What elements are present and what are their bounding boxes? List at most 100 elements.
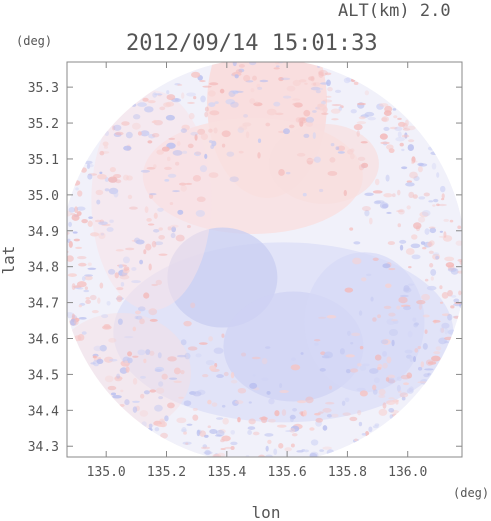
speckle-cell — [289, 428, 296, 433]
speckle-cell — [180, 339, 187, 346]
speckle-cell — [405, 182, 415, 187]
speckle-cell — [216, 374, 224, 379]
speckle-cell — [349, 148, 355, 153]
speckle-cell — [265, 122, 271, 127]
speckle-cell — [124, 399, 130, 406]
speckle-cell — [182, 150, 188, 154]
speckle-cell — [157, 352, 162, 359]
speckle-cell — [424, 228, 430, 235]
speckle-cell — [180, 370, 185, 375]
speckle-cell — [345, 354, 355, 358]
speckle-cell — [318, 69, 328, 77]
speckle-cell — [435, 346, 442, 351]
velocity-region — [91, 90, 212, 311]
speckle-cell — [131, 103, 137, 107]
speckle-cell — [278, 76, 284, 82]
speckle-cell — [403, 305, 411, 311]
speckle-cell — [364, 192, 374, 196]
speckle-cell — [264, 433, 274, 437]
speckle-cell — [119, 367, 128, 374]
speckle-cell — [426, 241, 434, 248]
speckle-cell — [196, 196, 206, 203]
speckle-cell — [311, 82, 321, 87]
speckle-cell — [414, 348, 419, 353]
speckle-cell — [109, 219, 114, 224]
speckle-cell — [343, 77, 351, 84]
speckle-cell — [122, 270, 129, 277]
speckle-cell — [221, 435, 231, 442]
speckle-cell — [250, 88, 255, 93]
speckle-cell — [194, 151, 202, 155]
speckle-cell — [159, 106, 166, 111]
speckle-cell — [145, 132, 150, 136]
speckle-cell — [160, 432, 168, 439]
speckle-cell — [180, 185, 187, 192]
speckle-cell — [164, 166, 172, 171]
x-tick-label: 135.0 — [87, 465, 126, 480]
speckle-cell — [337, 145, 346, 152]
speckle-cell — [364, 90, 369, 96]
speckle-cell — [314, 412, 321, 416]
speckle-cell — [87, 220, 93, 227]
speckle-cell — [388, 397, 395, 400]
speckle-cell — [208, 128, 213, 133]
speckle-cell — [300, 352, 304, 355]
speckle-cell — [439, 230, 444, 233]
speckle-cell — [209, 110, 220, 116]
speckle-cell — [151, 240, 157, 248]
speckle-cell — [257, 86, 263, 90]
speckle-cell — [167, 173, 177, 178]
speckle-cell — [240, 461, 246, 464]
speckle-cell — [457, 225, 462, 230]
speckle-cell — [266, 391, 271, 395]
speckle-cell — [401, 134, 410, 138]
speckle-cell — [207, 425, 211, 429]
speckle-cell — [353, 124, 363, 131]
speckle-cell — [123, 266, 130, 271]
speckle-cell — [132, 122, 141, 130]
speckle-cell — [290, 443, 295, 448]
speckle-cell — [372, 257, 379, 261]
speckle-cell — [193, 96, 197, 100]
speckle-cell — [102, 325, 112, 330]
speckle-cell — [416, 300, 426, 305]
speckle-cell — [345, 368, 351, 374]
speckle-cell — [397, 189, 401, 196]
speckle-cell — [432, 204, 436, 207]
speckle-cell — [139, 318, 145, 325]
x-axis-label: lon — [252, 503, 281, 521]
speckle-cell — [289, 414, 296, 420]
speckle-cell — [67, 273, 77, 277]
speckle-cell — [285, 430, 294, 433]
speckle-cell — [399, 244, 404, 251]
speckle-cell — [430, 268, 437, 276]
speckle-cell — [440, 327, 445, 333]
speckle-cell — [439, 327, 445, 333]
speckle-cell — [132, 114, 141, 120]
speckle-cell — [149, 389, 157, 393]
speckle-cell — [195, 209, 206, 217]
speckle-cell — [407, 330, 413, 338]
speckle-cell — [76, 206, 86, 211]
speckle-cell — [223, 371, 229, 377]
speckle-cell — [373, 200, 382, 205]
speckle-cell — [303, 133, 310, 138]
speckle-cell — [447, 263, 454, 266]
speckle-cell — [132, 355, 139, 358]
speckle-cell — [115, 249, 124, 252]
speckle-cell — [427, 372, 431, 376]
speckle-cell — [403, 382, 410, 386]
speckle-cell — [339, 348, 345, 355]
speckle-cell — [153, 229, 160, 233]
speckle-cell — [255, 101, 259, 104]
speckle-cell — [211, 140, 217, 147]
speckle-cell — [224, 446, 233, 449]
speckle-cell — [403, 287, 412, 293]
speckle-cell — [204, 153, 208, 159]
speckle-cell — [174, 83, 181, 86]
velocity-region — [67, 312, 191, 433]
speckle-cell — [234, 400, 244, 405]
speckle-cell — [85, 296, 91, 300]
speckle-cell — [185, 182, 193, 185]
speckle-cell — [68, 240, 73, 248]
